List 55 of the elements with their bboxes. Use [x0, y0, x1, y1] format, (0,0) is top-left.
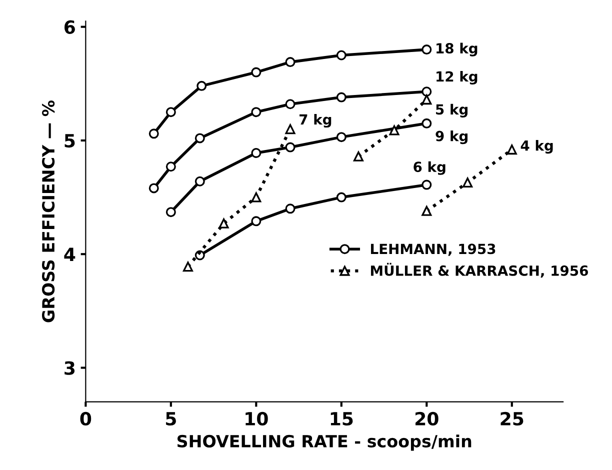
annotation: 9 kg — [436, 130, 468, 144]
y-tick-label: 3 — [64, 361, 75, 375]
point — [166, 162, 176, 172]
point — [422, 180, 432, 190]
point — [251, 107, 262, 118]
point — [251, 216, 262, 226]
point — [336, 92, 346, 102]
point — [148, 128, 159, 139]
annotation: 18 kg — [436, 42, 478, 56]
y-tick-label: 5 — [64, 134, 75, 148]
y-tick-label: 4 — [64, 248, 76, 261]
x-tick-label: 20 — [416, 412, 438, 426]
point — [389, 125, 400, 136]
point — [336, 132, 346, 142]
point — [196, 80, 207, 91]
x-tick-label: 5 — [166, 412, 176, 426]
legend-label: MÜLLER & KARRASCH, 1956 — [371, 262, 588, 278]
x-tick-label: 10 — [246, 412, 268, 426]
point — [422, 94, 432, 105]
point — [285, 124, 296, 134]
point — [251, 148, 262, 158]
y-axis-title: GROSS EFFICIENCY — % — [42, 100, 55, 322]
annotation: 4 kg — [520, 140, 553, 154]
annotation: 12 kg — [436, 70, 478, 84]
point — [166, 207, 176, 218]
point — [218, 218, 229, 228]
point — [194, 133, 205, 144]
legend-label: LEHMANN, 1953 — [371, 244, 496, 256]
point — [182, 262, 193, 272]
point — [285, 204, 296, 214]
annotation: 6 kg — [414, 161, 446, 175]
point — [166, 107, 176, 118]
point — [353, 151, 364, 162]
point — [251, 67, 262, 78]
point — [336, 192, 346, 202]
x-tick-label: 15 — [330, 412, 353, 426]
point — [336, 50, 346, 60]
point — [422, 118, 432, 128]
x-tick-label: 25 — [500, 412, 524, 426]
y-tick-label: 6 — [64, 20, 75, 34]
point — [251, 192, 262, 202]
point — [148, 183, 159, 194]
point — [422, 206, 432, 216]
annotation: 5 kg — [436, 104, 468, 118]
point — [462, 178, 473, 188]
point — [285, 57, 296, 68]
x-tick-label: 0 — [80, 412, 92, 426]
point — [285, 99, 296, 110]
point — [285, 142, 296, 152]
point — [422, 44, 432, 55]
point — [422, 86, 432, 97]
x-axis-title: SHOVELLING RATE - scoops/min — [177, 434, 472, 451]
point — [194, 176, 205, 186]
annotation: 7 kg — [300, 114, 332, 128]
point — [506, 144, 517, 155]
